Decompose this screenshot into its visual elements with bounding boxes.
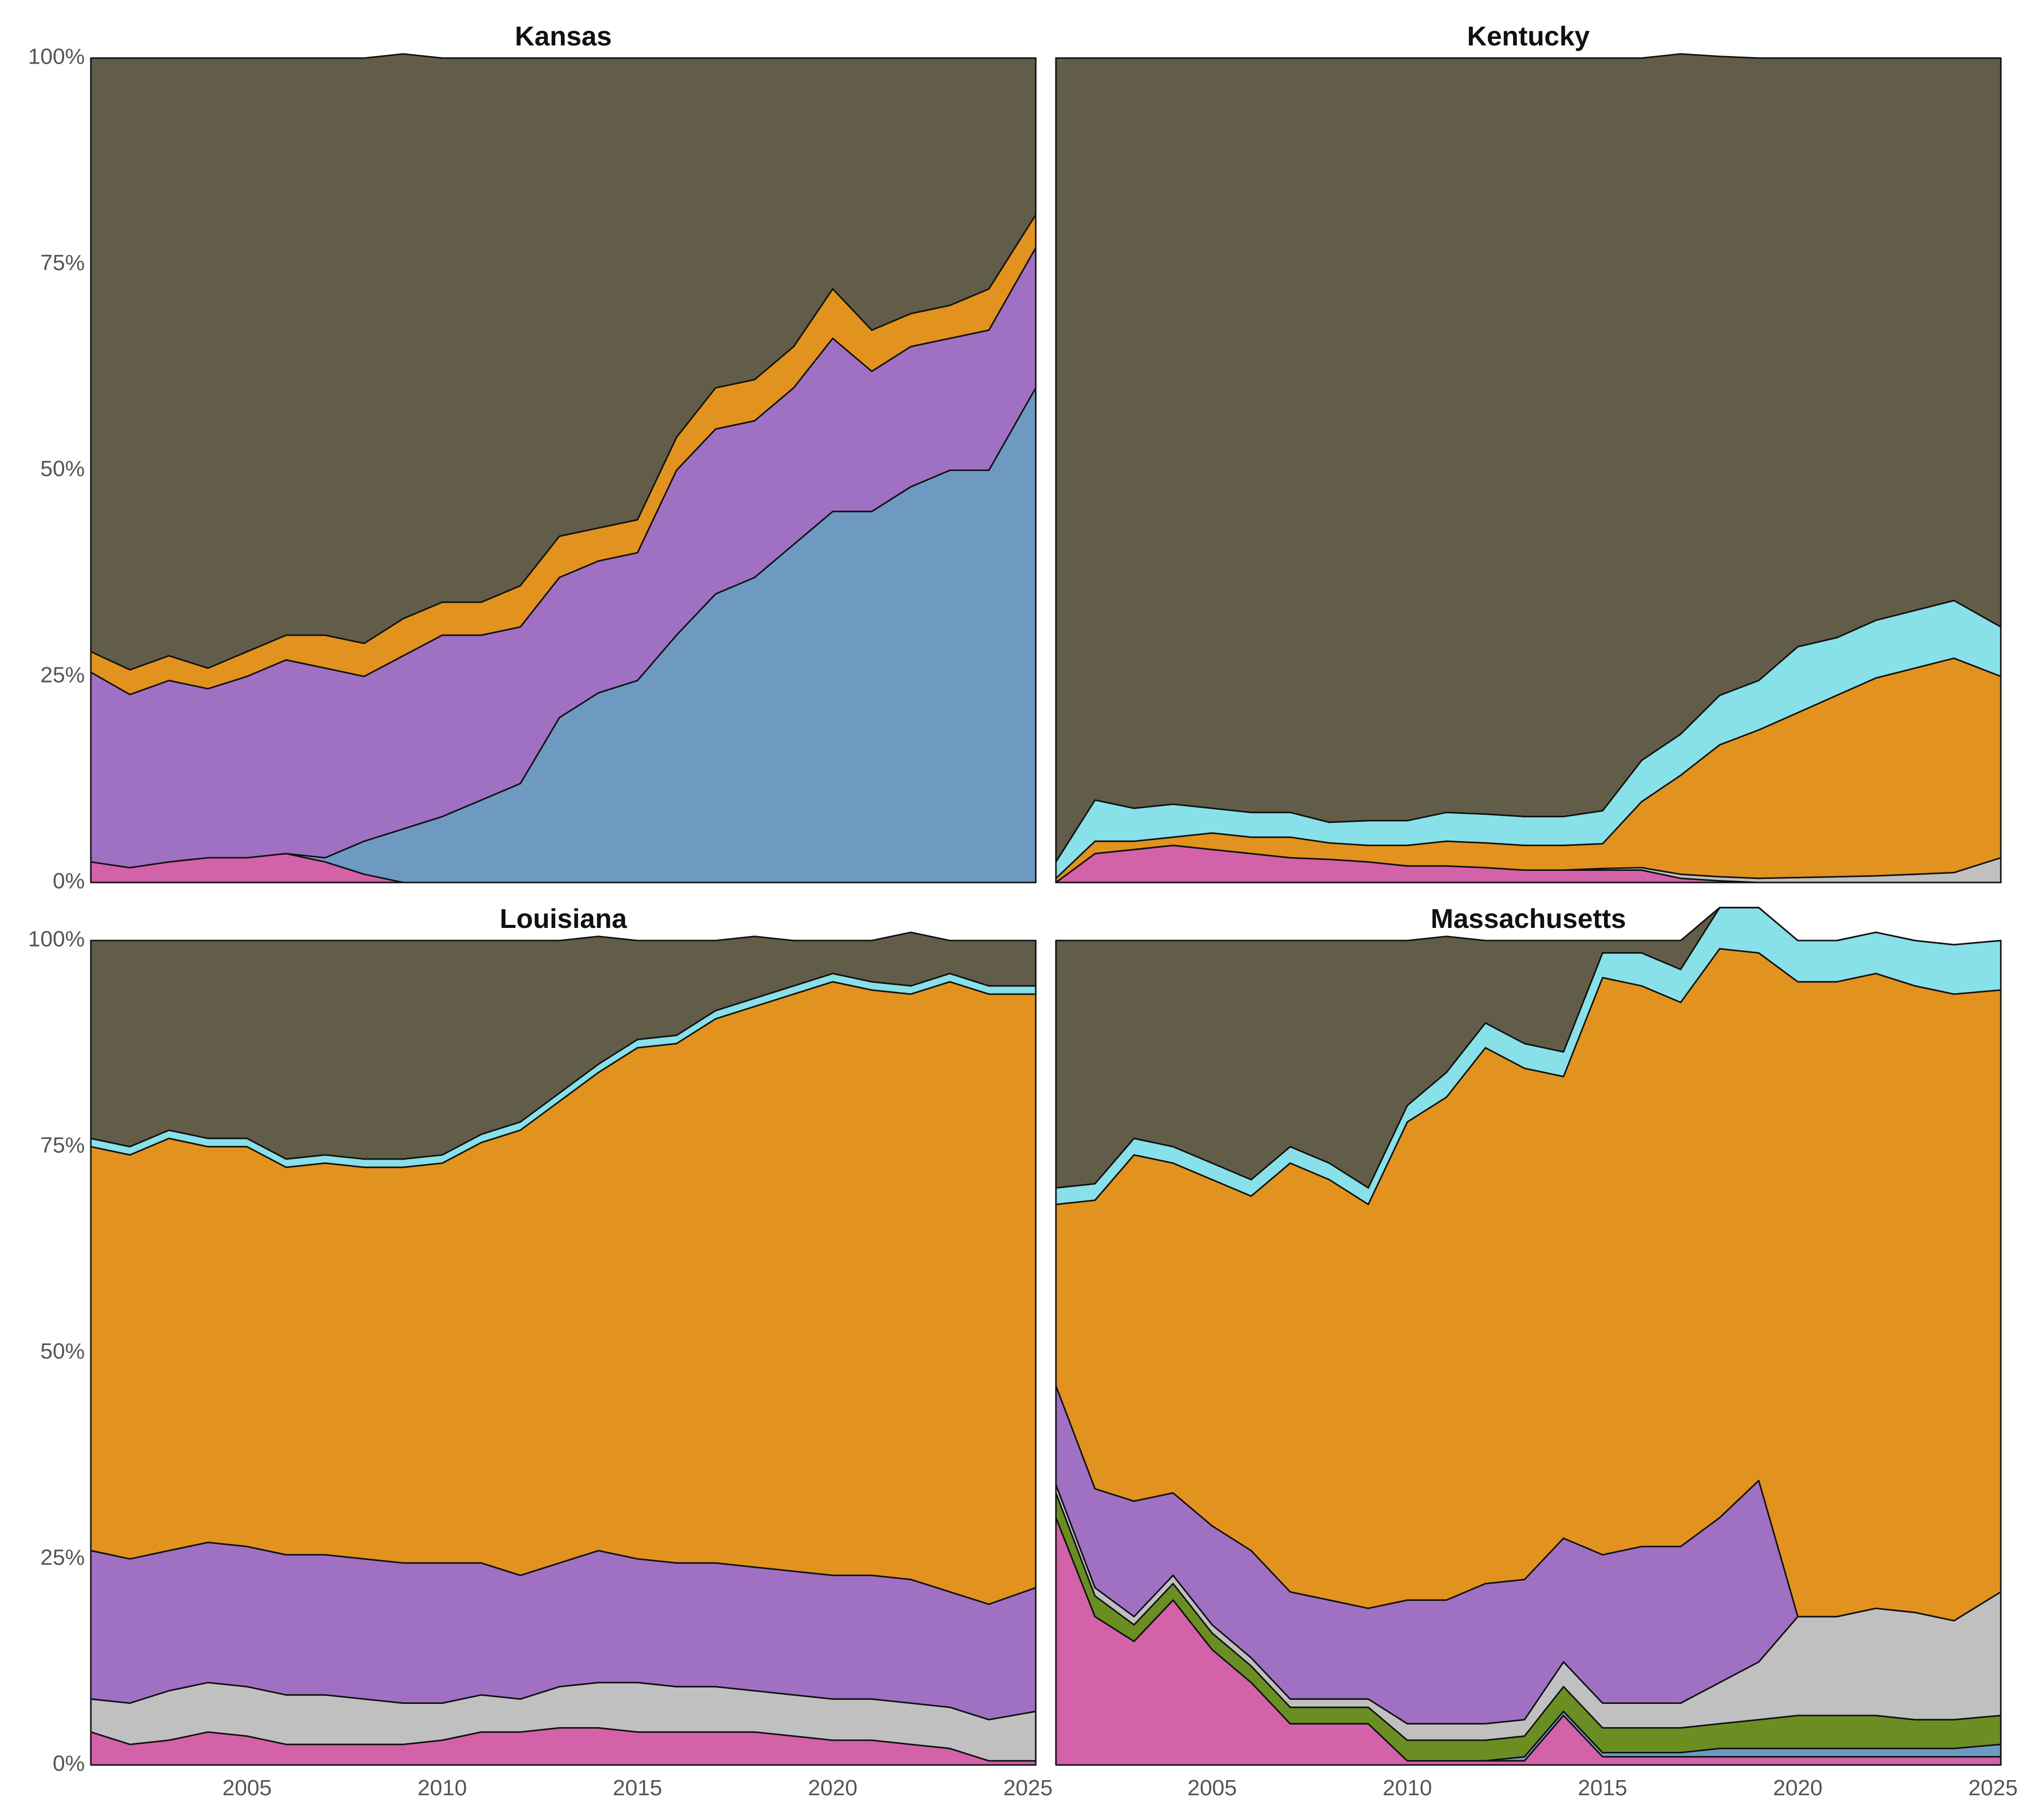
panel-title: Louisiana xyxy=(500,904,627,934)
y-tick-label: 75% xyxy=(40,250,85,275)
x-tick-label: 2015 xyxy=(1578,1776,1627,1800)
x-tick-label: 2010 xyxy=(417,1776,467,1800)
x-tick-label: 2015 xyxy=(613,1776,662,1800)
x-tick-label: 2020 xyxy=(1773,1776,1823,1800)
x-tick-label: 2025 xyxy=(1003,1776,1053,1800)
area-layer-6 xyxy=(90,931,1037,1160)
y-tick-label: 25% xyxy=(40,1545,85,1570)
panel-louisiana: Louisiana 0% 25% 50% 75% 100% 2005 2010 2015 2020… xyxy=(28,904,1052,1800)
x-tick-label: 2005 xyxy=(1187,1776,1237,1800)
y-tick-label: 25% xyxy=(40,662,85,687)
x-tick-label: 2005 xyxy=(222,1776,272,1800)
y-tick-label: 75% xyxy=(40,1133,85,1158)
panel-title: Kansas xyxy=(515,21,612,51)
x-tick-label: 2020 xyxy=(808,1776,858,1800)
y-tick-label: 50% xyxy=(40,456,85,481)
y-tick-label: 100% xyxy=(28,927,85,952)
panel-title: Kentucky xyxy=(1467,21,1589,51)
y-tick-label: 100% xyxy=(28,44,85,69)
y-tick-label: 50% xyxy=(40,1339,85,1364)
panel-massachusetts: Massachusetts 2005 2010 2015 2020 2025 xyxy=(1055,904,2018,1800)
y-tick-label: 0% xyxy=(52,869,85,894)
panel-kentucky: Kentucky xyxy=(1055,21,2002,883)
panel-kansas: Kansas 0% 25% 50% 75% 100% xyxy=(28,21,1037,894)
area-layer-5 xyxy=(90,53,1037,671)
x-tick-label: 2010 xyxy=(1383,1776,1432,1800)
area-layer-8 xyxy=(1055,907,2002,1189)
x-tick-label: 2025 xyxy=(1969,1776,2018,1800)
area-layer-5 xyxy=(1055,53,2002,863)
y-tick-label: 0% xyxy=(52,1751,85,1776)
panel-title: Massachusetts xyxy=(1430,904,1626,934)
